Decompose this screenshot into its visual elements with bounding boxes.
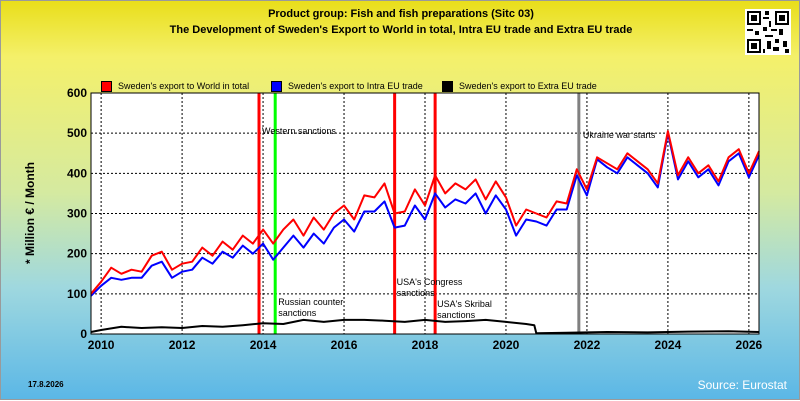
- legend: Sweden's export to World in total Sweden…: [1, 80, 800, 94]
- y-tick-label: 500: [67, 126, 87, 140]
- y-tick-label: 400: [67, 166, 87, 180]
- x-tick-label: 2018: [412, 338, 439, 352]
- event-marker-label: Ukraine war starts: [583, 130, 656, 140]
- legend-label-intra-eu: Sweden's export to Intra EU trade: [288, 81, 423, 91]
- source-note: Source: Eurostat: [697, 378, 787, 392]
- y-tick-label: 200: [67, 247, 87, 261]
- x-tick-label: 2026: [736, 338, 763, 352]
- chart-subtitle: The Development of Sweden's Export to Wo…: [169, 24, 633, 36]
- event-marker-label: USA's Congress sanctions: [397, 277, 463, 298]
- event-marker-label: USA's Skribal sanctions: [437, 299, 492, 320]
- x-tick-label: 2020: [493, 338, 520, 352]
- x-tick-label: 2024: [655, 338, 682, 352]
- date-stamp: 17.8.2026: [28, 380, 64, 389]
- x-tick-label: 2016: [331, 338, 358, 352]
- event-marker-label: Western sanctions: [262, 126, 336, 136]
- series-line-intra-eu: [90, 132, 760, 297]
- x-tick-label: 2014: [250, 338, 277, 352]
- y-tick-label: 100: [67, 287, 87, 301]
- legend-swatch-extra-eu: [442, 81, 453, 92]
- x-tick-label: 2010: [88, 338, 115, 352]
- chart-title: Product group: Fish and fish preparation…: [268, 8, 534, 20]
- x-tick-label: 2022: [574, 338, 601, 352]
- legend-label-world: Sweden's export to World in total: [118, 81, 250, 91]
- plot-border: [90, 92, 760, 335]
- legend-label-extra-eu: Sweden's export to Extra EU trade: [459, 81, 597, 91]
- event-marker-label: Russian counter sanctions: [278, 297, 343, 318]
- y-tick-label: 300: [67, 207, 87, 221]
- x-tick-label: 2012: [169, 338, 196, 352]
- qr-code-icon: [745, 9, 791, 55]
- y-tick-label: 0: [80, 327, 87, 341]
- series-line-world: [90, 130, 760, 295]
- legend-swatch-intra-eu: [271, 81, 282, 92]
- y-tick-label: 600: [67, 86, 87, 100]
- series-line-extra-eu: [90, 318, 760, 335]
- legend-swatch-world: [101, 81, 112, 92]
